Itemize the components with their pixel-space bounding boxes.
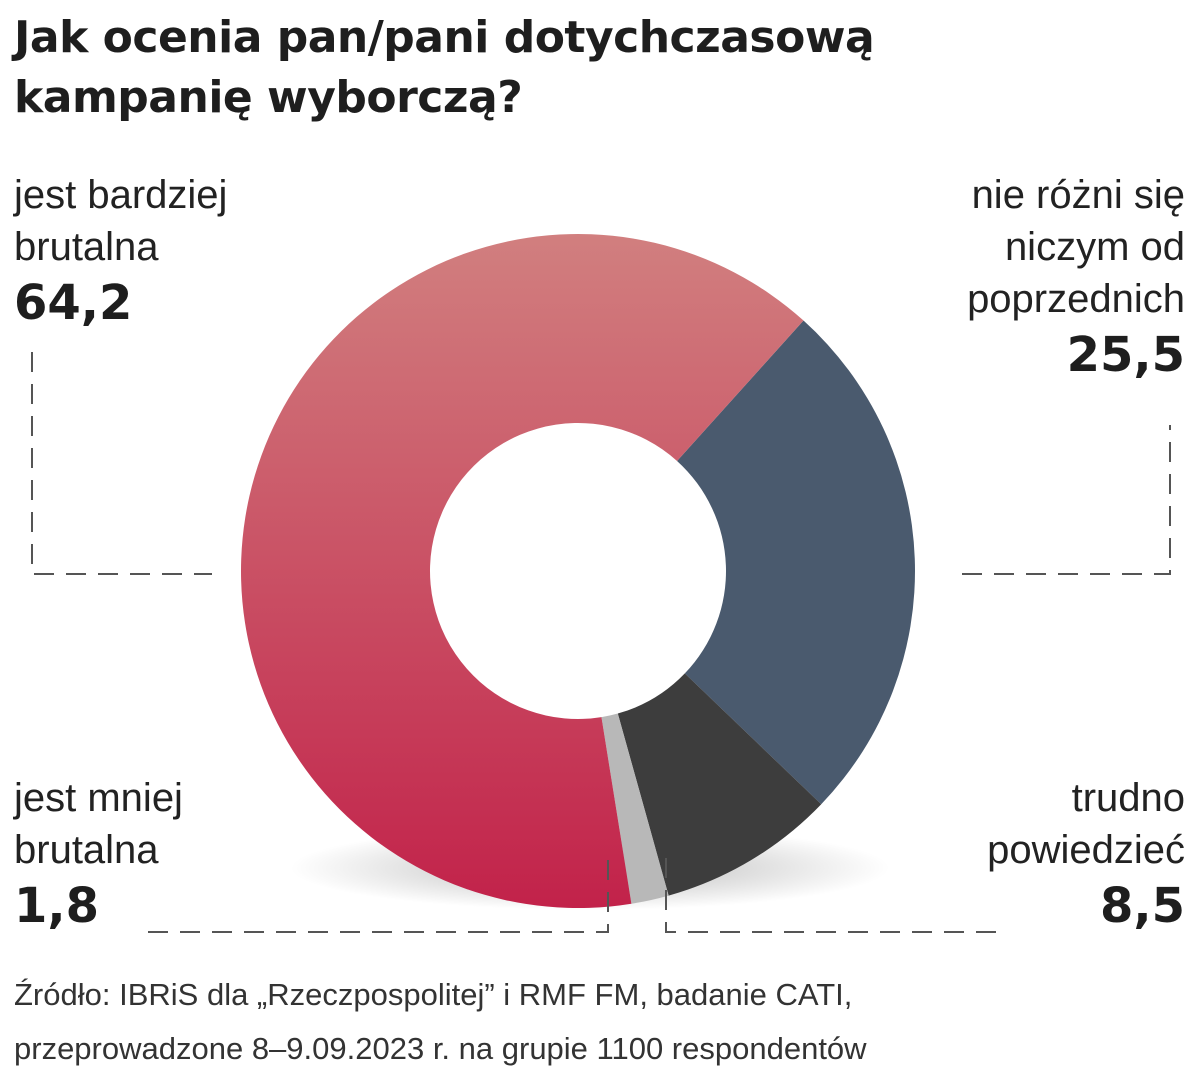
leader-line-nie-rozni xyxy=(962,425,1171,575)
title-line-1: Jak ocenia pan/pani dotychczasową xyxy=(14,12,875,63)
label-bardziej-line-2: brutalna xyxy=(14,225,159,269)
label-bardziej-line-1: jest bardziej xyxy=(14,173,228,217)
donut-slice-2 xyxy=(617,673,822,896)
title-line-2: kampanię wyborczą? xyxy=(14,72,523,123)
source-line-1: Źródło: IBRiS dla „Rzeczpospolitej” i RM… xyxy=(14,977,853,1012)
label-nie-rozni-line-2: niczym od xyxy=(1004,225,1185,269)
label-trudno-line-1: trudno xyxy=(1071,776,1185,820)
value-bardziej: 64,2 xyxy=(14,275,133,331)
donut-slices xyxy=(240,233,915,908)
source-line-2: przeprowadzone 8–9.09.2023 r. na grupie … xyxy=(14,1031,867,1066)
leader-line-bardziej xyxy=(31,352,212,575)
label-nie-rozni-line-1: nie różni się xyxy=(971,173,1185,217)
donut-slice-1 xyxy=(677,320,915,805)
label-mniej-line-1: jest mniej xyxy=(14,776,183,820)
leader-line-mniej xyxy=(148,860,609,933)
value-mniej: 1,8 xyxy=(14,878,100,934)
label-mniej-line-2: brutalna xyxy=(14,828,159,872)
label-trudno-line-2: powiedzieć xyxy=(987,828,1185,872)
label-mniej: jest mniej brutalna 1,8 xyxy=(14,772,183,936)
label-nie-rozni: nie różni się niczym od poprzednich 25,5 xyxy=(967,169,1185,385)
value-nie-rozni: 25,5 xyxy=(1066,327,1185,383)
leader-lines xyxy=(31,352,1171,933)
donut-slice-3 xyxy=(601,713,669,904)
leader-line-trudno xyxy=(665,858,1000,933)
label-nie-rozni-line-3: poprzednich xyxy=(967,277,1185,321)
source-note: Źródło: IBRiS dla „Rzeczpospolitej” i RM… xyxy=(14,968,867,1076)
value-trudno: 8,5 xyxy=(1099,878,1185,934)
donut-slice-4 xyxy=(240,233,804,908)
label-bardziej: jest bardziej brutalna 64,2 xyxy=(14,169,227,333)
label-trudno: trudno powiedzieć 8,5 xyxy=(987,772,1185,936)
chart-title: Jak ocenia pan/pani dotychczasową kampan… xyxy=(14,8,1014,128)
